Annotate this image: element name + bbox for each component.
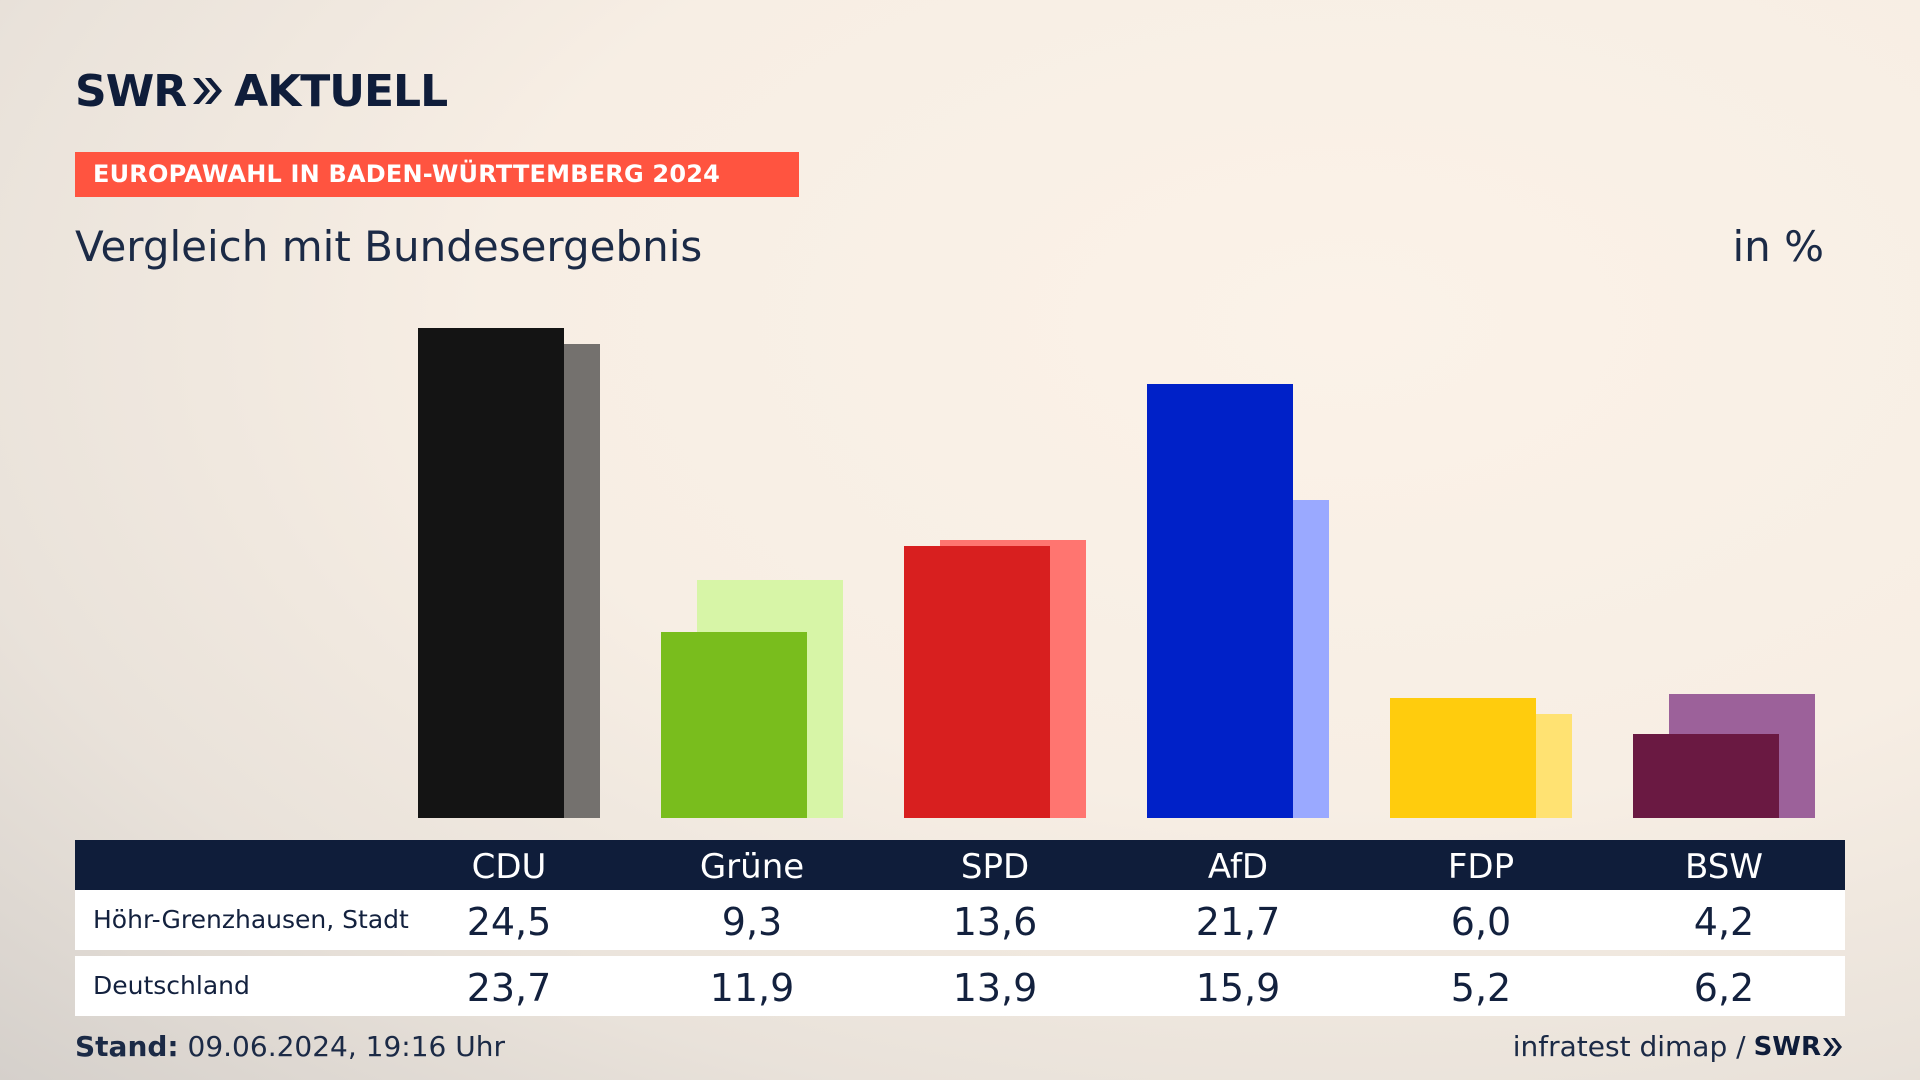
value-national: 11,9 (709, 966, 795, 1010)
table-row-local: Höhr-Grenzhausen, Stadt 24,5 9,3 13,6 21,7 6… (75, 890, 1845, 950)
value-local: 24,5 (466, 900, 552, 944)
logo-swr-text: SWR (75, 65, 187, 117)
table-header: CDU Grüne SPD AfD FDP BSW (75, 840, 1845, 890)
value-national: 23,7 (466, 966, 552, 1010)
bar-local-afd (1147, 384, 1293, 818)
party-label: SPD (960, 847, 1030, 887)
party-label: FDP (1447, 847, 1515, 887)
bar-local-fdp (1390, 698, 1536, 818)
bar-local-cdu (418, 328, 564, 818)
stand-value: 09.06.2024, 19:16 Uhr (187, 1030, 505, 1063)
row-label-local: Höhr-Grenzhausen, Stadt (93, 905, 409, 934)
bar-local-spd (904, 546, 1050, 818)
party-label: BSW (1685, 847, 1763, 887)
logo-aktuell-text: AKTUELL (234, 65, 448, 117)
value-national: 15,9 (1195, 966, 1281, 1010)
election-banner: EUROPAWAHL IN BADEN-WÜRTTEMBERG 2024 (75, 152, 799, 197)
value-national: 5,2 (1450, 966, 1512, 1010)
swr-aktuell-logo: SWR AKTUELL (75, 65, 448, 117)
timestamp: Stand: 09.06.2024, 19:16 Uhr (75, 1030, 505, 1063)
source-credit: infratest dimap / SWR (1513, 1030, 1845, 1063)
value-national: 13,9 (952, 966, 1038, 1010)
party-label: Grüne (699, 847, 805, 887)
unit-label: in % (1732, 222, 1824, 271)
party-label: AfD (1207, 847, 1269, 887)
bar-local-grne (661, 632, 807, 818)
stand-label: Stand: (75, 1030, 179, 1063)
party-label: CDU (471, 847, 547, 887)
chart-title: Vergleich mit Bundesergebnis (75, 222, 703, 271)
table-row-national: Deutschland 23,7 11,9 13,9 15,9 5,2 6,2 (75, 956, 1845, 1016)
results-table: CDU Grüne SPD AfD FDP BSW Höhr-Grenzhausen, S… (75, 840, 1845, 1016)
value-local: 21,7 (1195, 900, 1281, 944)
bar-local-bsw (1633, 734, 1779, 818)
double-chevron-icon (193, 78, 223, 104)
value-local: 9,3 (721, 900, 783, 944)
source-text: infratest dimap / (1512, 1030, 1746, 1063)
source-brand: SWR (1753, 1031, 1821, 1062)
value-local: 6,0 (1450, 900, 1512, 944)
value-local: 4,2 (1693, 900, 1755, 944)
value-local: 13,6 (952, 900, 1038, 944)
double-chevron-small-icon (1823, 1037, 1842, 1056)
value-national: 6,2 (1693, 966, 1755, 1010)
row-label-national: Deutschland (93, 971, 250, 1000)
